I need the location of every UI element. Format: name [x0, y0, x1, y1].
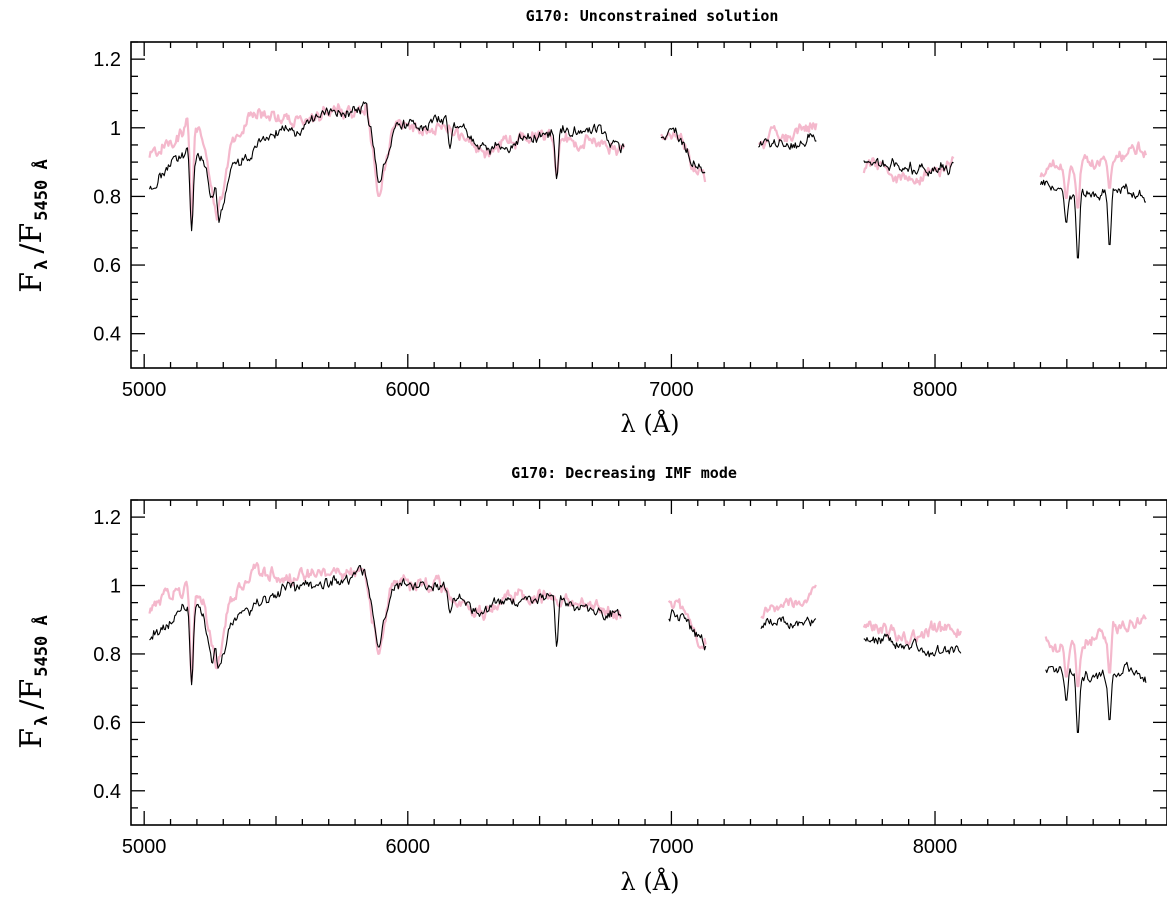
x-axis-label: λ (Å)	[621, 409, 680, 438]
y-tick-label: 1	[110, 118, 121, 140]
x-axis-label: λ (Å)	[621, 867, 680, 896]
model-spectrum-segment	[1045, 661, 1147, 734]
y-axis-label: Fλ/F 5450 Å	[14, 159, 52, 292]
model-spectrum-segment	[863, 633, 962, 658]
plot-frame	[130, 499, 1167, 826]
ylabel-slash: /F	[14, 679, 49, 710]
panel-title: G170: Decreasing IMF mode	[511, 464, 737, 482]
observed-spectrum-segment	[862, 620, 962, 647]
y-axis-label: Fλ/F 5450 Å	[14, 615, 52, 748]
panel-decreasing-imf: G170: Decreasing IMF mode Fλ/F 5450 Å λ (…	[14, 464, 1167, 896]
observed-spectrum-segment	[667, 598, 707, 650]
observed-spectrum-segment	[760, 584, 817, 619]
ylabel-f: F	[14, 272, 49, 293]
y-tick-label: 0.8	[93, 186, 121, 208]
ylabel-slash: /F	[14, 223, 49, 254]
y-tick-label: 0.6	[93, 255, 121, 277]
panel-unconstrained: G170: Unconstrained solution Fλ/F5450 Å …	[14, 7, 1167, 438]
svg-text:Fλ/F5450 Å: Fλ/F 5450 Å	[14, 159, 52, 292]
ylabel-subscript: 5450 Å	[29, 159, 52, 220]
ylabel-lambda: λ	[32, 716, 52, 726]
model-spectrum-segment	[863, 157, 954, 177]
plot-frame	[130, 41, 1167, 369]
y-tick-label: 1	[110, 576, 121, 598]
x-tick-label: 8000	[913, 379, 958, 401]
ylabel-lambda: λ	[32, 260, 52, 270]
model-spectrum-segment	[660, 127, 706, 174]
panel-title: G170: Unconstrained solution	[526, 7, 779, 25]
y-tick-label: 0.4	[93, 324, 121, 346]
model-spectrum-segment	[149, 564, 622, 686]
observed-spectrum-segment	[1044, 614, 1147, 688]
ylabel-subscript: 5450 Å	[29, 615, 52, 676]
model-spectrum-segment	[1039, 179, 1147, 259]
x-tick-label: 5000	[122, 836, 167, 858]
model-spectrum-segment	[758, 133, 817, 150]
x-tick-label: 7000	[649, 836, 694, 858]
y-tick-label: 1.2	[93, 507, 121, 529]
x-tick-label: 5000	[122, 379, 167, 401]
observed-spectrum-segment	[758, 122, 818, 150]
observed-spectrum-segment	[148, 103, 626, 225]
model-spectrum-segment	[148, 101, 625, 232]
model-spectrum-segment	[760, 616, 817, 630]
x-tick-label: 7000	[649, 379, 694, 401]
y-tick-label: 1.2	[93, 49, 121, 71]
x-tick-label: 6000	[386, 836, 431, 858]
y-tick-label: 0.4	[93, 781, 121, 803]
x-tick-label: 8000	[913, 836, 958, 858]
y-tick-label: 0.8	[93, 644, 121, 666]
observed-spectrum-segment	[148, 562, 622, 683]
y-tick-label: 0.6	[93, 712, 121, 734]
observed-spectrum-segment	[660, 131, 707, 183]
observed-spectrum-segment	[1039, 141, 1147, 209]
ylabel-f: F	[14, 728, 49, 749]
series-group	[148, 562, 1147, 734]
x-tick-label: 6000	[386, 379, 431, 401]
svg-text:Fλ/F5450 Å: Fλ/F 5450 Å	[14, 615, 52, 748]
model-spectrum-segment	[668, 609, 707, 651]
series-group	[148, 101, 1147, 259]
